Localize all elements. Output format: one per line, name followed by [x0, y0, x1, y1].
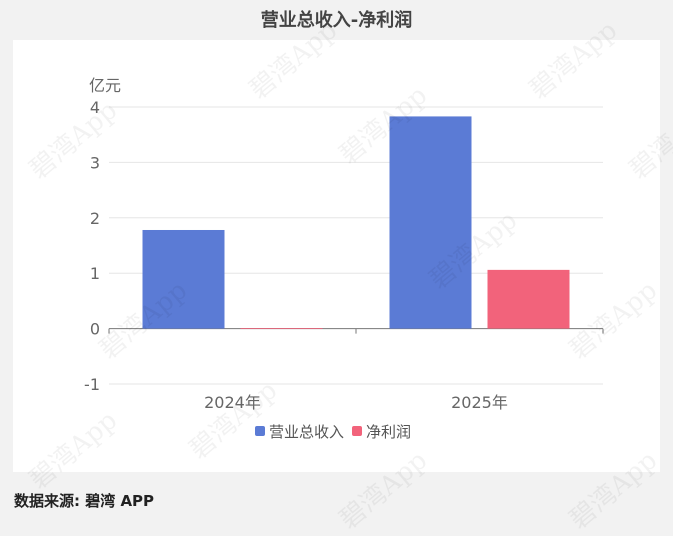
y-tick-label: 1 [90, 264, 100, 283]
legend-swatch-1 [352, 426, 362, 436]
bar-revenue-1 [389, 116, 472, 329]
y-tick-label: 0 [90, 320, 100, 339]
y-axis-unit: 亿元 [89, 76, 121, 95]
y-tick-label: 4 [90, 98, 100, 117]
y-tick-label: 3 [90, 153, 100, 172]
legend-swatch-0 [255, 426, 265, 436]
bar-net-profit-1 [487, 269, 570, 329]
y-tick-label: -1 [84, 375, 100, 394]
data-source: 数据来源: 碧湾 APP [14, 492, 155, 510]
x-tick-label: 2025年 [451, 393, 508, 412]
chart-title: 营业总收入-净利润 [260, 10, 413, 31]
x-tick-label: 2024年 [204, 393, 261, 412]
legend-label: 营业总收入 [269, 423, 344, 441]
y-tick-label: 2 [90, 209, 100, 228]
bar-revenue-0 [142, 229, 225, 329]
legend-label: 净利润 [366, 423, 411, 441]
bar-net-profit-0 [240, 328, 323, 329]
chart-panel: 亿元 -1 0 1 2 3 4 2024年 2025年营业总收入 净利润 [13, 40, 660, 472]
